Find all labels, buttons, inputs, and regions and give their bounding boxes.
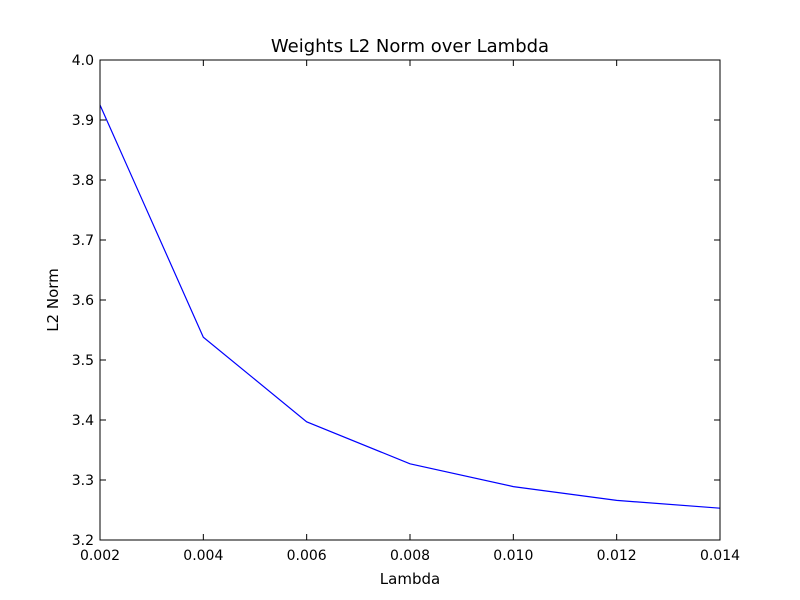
x-axis-label: Lambda — [380, 570, 440, 588]
x-tick-label: 0.012 — [597, 548, 637, 564]
y-tick-label: 3.4 — [72, 413, 94, 429]
x-tick-label: 0.002 — [80, 548, 120, 564]
data-layer — [99, 104, 721, 509]
y-axis-label: L2 Norm — [44, 268, 62, 332]
y-tick-label: 3.9 — [72, 113, 94, 129]
y-tick-label: 3.8 — [72, 173, 94, 189]
y-tick-label: 3.7 — [72, 233, 94, 249]
chart-title: Weights L2 Norm over Lambda — [271, 36, 549, 57]
y-tick-label: 4.0 — [72, 53, 94, 69]
x-tick-label: 0.006 — [287, 548, 327, 564]
y-tick-label: 3.3 — [72, 473, 94, 489]
x-tick-label: 0.010 — [493, 548, 533, 564]
series-line — [99, 104, 721, 509]
y-tick-label: 3.2 — [72, 533, 94, 549]
x-tick-label: 0.004 — [183, 548, 223, 564]
x-tick-label: 0.014 — [700, 548, 740, 564]
x-tick-label: 0.008 — [390, 548, 430, 564]
y-tick-label: 3.5 — [72, 353, 94, 369]
plot-frame — [99, 59, 721, 541]
plot-area — [100, 60, 720, 540]
y-tick-label: 3.6 — [72, 293, 94, 309]
ticks-layer: 0.002 0.004 0.006 0.008 0.010 0.012 0.014 3.2 3.… — [72, 53, 740, 564]
